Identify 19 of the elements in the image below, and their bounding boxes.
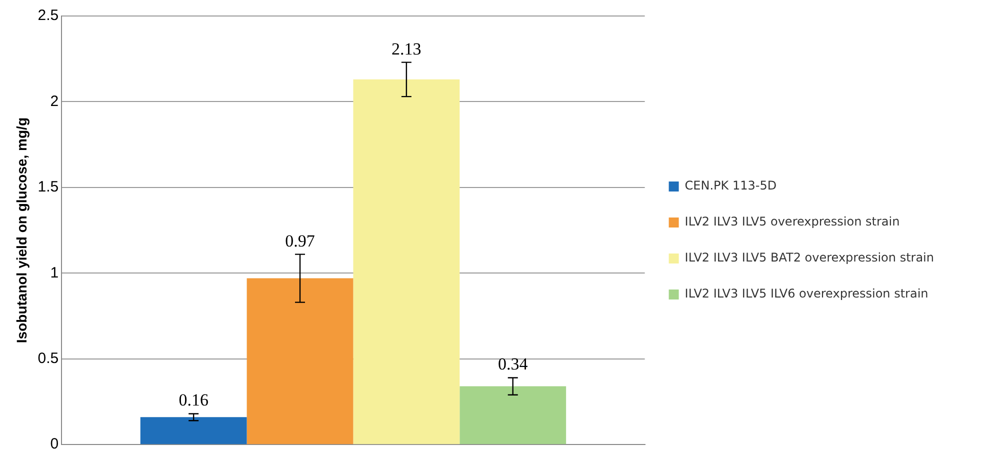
- bar: [460, 386, 566, 444]
- legend-label: ILV2 ILV3 ILV5 ILV6 overexpression strain: [684, 286, 928, 301]
- data-label: 0.16: [178, 390, 208, 410]
- legend-label: ILV2 ILV3 ILV5 overexpression strain: [684, 214, 900, 229]
- legend-label: CEN.PK 113-5D: [684, 178, 777, 193]
- data-label: 0.97: [285, 231, 316, 250]
- y-tick-label: 0: [50, 436, 59, 453]
- y-tick-label: 1.5: [38, 178, 59, 196]
- bar: [353, 79, 460, 444]
- y-tick-label: 2.5: [38, 7, 59, 24]
- bar: [246, 278, 354, 444]
- data-label: 0.34: [498, 354, 528, 374]
- data-label: 2.13: [392, 39, 422, 58]
- y-axis-title: Isobutanol yield on glucose, mg/g: [13, 118, 30, 344]
- legend-label: ILV2 ILV3 ILV5 BAT2 overexpression strain: [684, 250, 934, 265]
- bar: [140, 417, 247, 444]
- y-tick-label: 0.5: [38, 350, 59, 368]
- y-tick-label: 1: [50, 264, 59, 282]
- y-tick-label: 2: [50, 92, 59, 110]
